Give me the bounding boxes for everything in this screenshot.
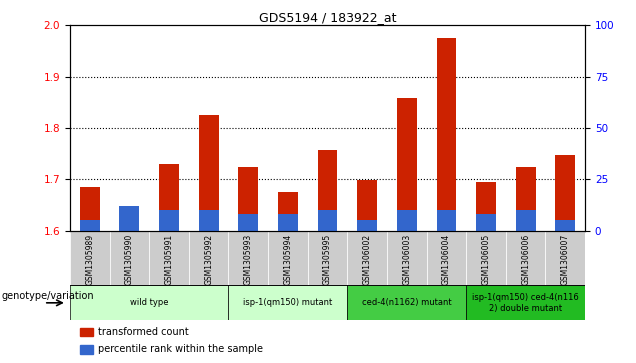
Bar — [278, 214, 298, 231]
Bar — [347, 285, 466, 321]
Bar — [436, 210, 457, 231]
Bar — [476, 182, 496, 231]
Bar — [70, 231, 109, 285]
Bar — [238, 167, 258, 231]
Text: ced-4(n1162) mutant: ced-4(n1162) mutant — [362, 298, 452, 307]
Bar — [387, 231, 427, 285]
Bar — [80, 187, 100, 231]
Bar — [80, 345, 93, 354]
Text: GSM1306003: GSM1306003 — [403, 233, 411, 285]
Bar — [427, 231, 466, 285]
Bar — [159, 164, 179, 231]
Bar — [357, 220, 377, 231]
Bar — [546, 231, 585, 285]
Text: GSM1305993: GSM1305993 — [244, 233, 252, 285]
Text: isp-1(qm150) mutant: isp-1(qm150) mutant — [244, 298, 333, 307]
Bar — [516, 167, 536, 231]
Text: GSM1305994: GSM1305994 — [284, 233, 293, 285]
Bar — [80, 220, 100, 231]
Bar — [317, 210, 338, 231]
Bar — [189, 231, 228, 285]
Bar — [268, 231, 308, 285]
Bar — [109, 231, 149, 285]
Text: GSM1305992: GSM1305992 — [204, 233, 213, 285]
Bar — [466, 231, 506, 285]
Bar — [228, 231, 268, 285]
Text: isp-1(qm150) ced-4(n116
2) double mutant: isp-1(qm150) ced-4(n116 2) double mutant — [473, 293, 579, 313]
Text: GSM1305995: GSM1305995 — [323, 233, 332, 285]
Bar — [198, 210, 219, 231]
Text: genotype/variation: genotype/variation — [1, 290, 94, 301]
Bar — [120, 206, 139, 231]
Bar — [278, 192, 298, 231]
Bar — [466, 285, 585, 321]
Text: GSM1306006: GSM1306006 — [521, 233, 530, 285]
Bar — [159, 210, 179, 231]
Bar — [228, 285, 347, 321]
Bar — [238, 214, 258, 231]
Bar — [149, 231, 189, 285]
Bar — [80, 327, 93, 337]
Text: percentile rank within the sample: percentile rank within the sample — [99, 344, 263, 354]
Bar — [506, 231, 546, 285]
Bar — [347, 231, 387, 285]
Text: GSM1306004: GSM1306004 — [442, 233, 451, 285]
Text: GSM1305991: GSM1305991 — [165, 233, 174, 285]
Title: GDS5194 / 183922_at: GDS5194 / 183922_at — [259, 11, 396, 24]
Bar — [516, 210, 536, 231]
Bar — [555, 155, 575, 231]
Bar — [70, 285, 228, 321]
Bar — [357, 180, 377, 231]
Text: GSM1306007: GSM1306007 — [561, 233, 570, 285]
Text: transformed count: transformed count — [99, 327, 189, 337]
Bar — [555, 220, 575, 231]
Bar — [397, 210, 417, 231]
Bar — [436, 38, 457, 231]
Bar — [198, 115, 219, 231]
Text: wild type: wild type — [130, 298, 169, 307]
Text: GSM1306005: GSM1306005 — [481, 233, 490, 285]
Text: GSM1306002: GSM1306002 — [363, 233, 371, 285]
Bar — [120, 219, 139, 231]
Text: GSM1305989: GSM1305989 — [85, 233, 94, 285]
Bar — [308, 231, 347, 285]
Bar — [476, 214, 496, 231]
Bar — [397, 98, 417, 231]
Bar — [317, 150, 338, 231]
Text: GSM1305990: GSM1305990 — [125, 233, 134, 285]
